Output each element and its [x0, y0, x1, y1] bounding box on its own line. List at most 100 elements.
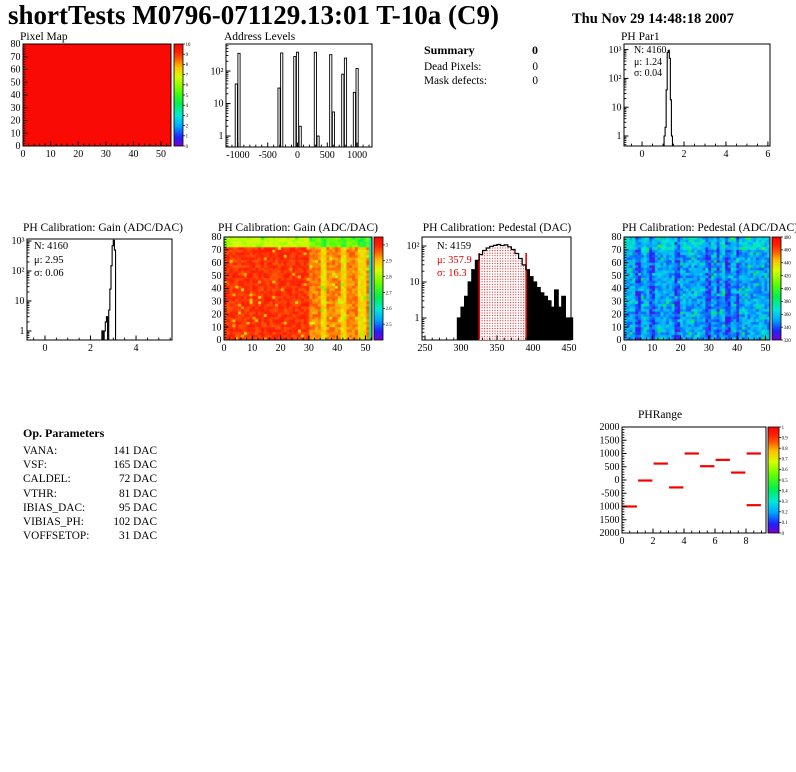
- chart-title-gain-map: PH Calibration: Gain (ADC/DAC): [217, 222, 379, 234]
- svg-text:50: 50: [11, 77, 21, 88]
- summary-row: Mask defects: 0: [424, 74, 538, 88]
- svg-text:7: 7: [186, 73, 189, 78]
- svg-text:30: 30: [101, 149, 111, 160]
- svg-text:-1000: -1000: [226, 150, 249, 161]
- svg-text:1000: 1000: [600, 449, 620, 460]
- svg-text:10: 10: [612, 322, 622, 333]
- op-param-row: IBIAS_DAC: 95 DAC: [23, 501, 157, 515]
- chart-title-pedestal-map: PH Calibration: Pedestal (ADC/DAC): [622, 222, 796, 234]
- svg-text:4: 4: [186, 104, 189, 109]
- svg-text:250: 250: [418, 343, 433, 354]
- report-timestamp: Thu Nov 29 14:48:18 2007: [572, 11, 734, 27]
- op-param-value: 141 DAC: [113, 445, 157, 457]
- svg-text:0: 0: [222, 343, 227, 354]
- svg-text:50: 50: [760, 343, 770, 354]
- summary-row: Dead Pixels: 0: [424, 60, 538, 74]
- op-param-label: VANA:: [23, 445, 58, 457]
- svg-text:2.8: 2.8: [386, 275, 393, 280]
- svg-text:8: 8: [744, 536, 749, 547]
- svg-text:80: 80: [11, 39, 21, 50]
- svg-text:0: 0: [217, 335, 222, 346]
- chart-title-ph-par1: PH Par1: [621, 31, 660, 43]
- svg-text:0.5: 0.5: [782, 479, 789, 484]
- svg-text:0.8: 0.8: [782, 447, 789, 452]
- svg-text:4: 4: [723, 149, 728, 160]
- svg-text:10²: 10²: [407, 241, 420, 252]
- stats-box-pedestal: N: 4159 μ: 357.9 σ: 16.3: [437, 240, 472, 281]
- svg-text:2.6: 2.6: [386, 307, 393, 312]
- stat-n: N: 4159: [437, 241, 472, 252]
- svg-text:20: 20: [676, 343, 686, 354]
- chart-title-address-levels: Address Levels: [224, 31, 296, 43]
- svg-text:2000: 2000: [600, 422, 620, 433]
- op-param-value: 72 DAC: [119, 473, 157, 486]
- svg-text:60: 60: [11, 65, 21, 76]
- op-param-label: VIBIAS_PH:: [23, 516, 84, 529]
- svg-text:-500: -500: [601, 488, 619, 499]
- svg-text:30: 30: [304, 343, 314, 354]
- svg-text:2: 2: [88, 343, 93, 354]
- svg-text:70: 70: [212, 245, 222, 256]
- pedMap-colorbar: [772, 237, 781, 340]
- svg-text:50: 50: [212, 271, 222, 282]
- svg-text:1000: 1000: [600, 502, 620, 513]
- svg-text:440: 440: [784, 262, 792, 267]
- pedMap-heatmap: [624, 237, 770, 340]
- svg-text:20: 20: [11, 116, 21, 127]
- svg-text:40: 40: [11, 90, 21, 101]
- stat-mean: μ: 357.9: [437, 254, 472, 266]
- svg-text:400: 400: [525, 343, 540, 354]
- svg-text:0.6: 0.6: [782, 468, 789, 473]
- svg-text:50: 50: [156, 149, 166, 160]
- svg-text:3: 3: [186, 114, 189, 119]
- svg-text:0.4: 0.4: [782, 489, 789, 494]
- svg-text:350: 350: [490, 343, 505, 354]
- svg-text:10: 10: [612, 102, 622, 113]
- svg-text:-500: -500: [259, 150, 277, 161]
- svg-text:1000: 1000: [347, 150, 367, 161]
- svg-text:80: 80: [612, 232, 622, 243]
- svg-text:320: 320: [784, 339, 792, 344]
- pixelMap-heatmap: [23, 44, 171, 146]
- svg-text:1500: 1500: [600, 515, 620, 526]
- stat-sigma: σ: 16.3: [437, 268, 467, 279]
- svg-text:0: 0: [617, 335, 622, 346]
- svg-text:2: 2: [681, 149, 686, 160]
- svg-text:3: 3: [386, 244, 389, 249]
- svg-text:2.7: 2.7: [386, 291, 393, 296]
- summary-value: 0: [532, 75, 538, 88]
- svg-text:400: 400: [784, 287, 792, 292]
- svg-text:8: 8: [186, 63, 189, 68]
- svg-text:9: 9: [186, 53, 189, 58]
- stat-mean: μ: 2.95: [34, 254, 64, 266]
- stat-sigma: σ: 0.06: [34, 268, 64, 279]
- svg-text:10: 10: [46, 149, 56, 160]
- op-param-row: VIBIAS_PH: 102 DAC: [23, 515, 157, 529]
- svg-text:1: 1: [219, 131, 224, 142]
- svg-text:0: 0: [42, 343, 47, 354]
- svg-text:40: 40: [732, 343, 742, 354]
- svg-text:50: 50: [612, 271, 622, 282]
- svg-text:450: 450: [561, 343, 576, 354]
- svg-text:10²: 10²: [211, 66, 224, 77]
- svg-text:0.7: 0.7: [782, 458, 789, 463]
- svg-text:1: 1: [186, 135, 189, 140]
- svg-text:40: 40: [212, 284, 222, 295]
- gainMap-heatmap: [224, 237, 372, 340]
- svg-text:0: 0: [782, 532, 785, 537]
- svg-text:40: 40: [332, 343, 342, 354]
- svg-text:0: 0: [640, 149, 645, 160]
- svg-text:0: 0: [16, 141, 21, 152]
- op-param-value: 81 DAC: [119, 487, 157, 500]
- svg-text:500: 500: [320, 150, 335, 161]
- stat-sigma: σ: 0.04: [634, 68, 663, 79]
- svg-text:2: 2: [186, 124, 189, 129]
- svg-text:10: 10: [15, 296, 25, 307]
- svg-text:6: 6: [713, 536, 718, 547]
- op-parameters-block: Op. Parameters VANA: 141 DAC VSF: 165 DAC CA…: [23, 426, 157, 543]
- op-param-value: 102 DAC: [113, 516, 157, 529]
- svg-text:2.5: 2.5: [386, 323, 393, 328]
- svg-text:420: 420: [784, 274, 792, 279]
- op-param-value: 31 DAC: [119, 530, 157, 543]
- svg-text:10: 10: [410, 277, 420, 288]
